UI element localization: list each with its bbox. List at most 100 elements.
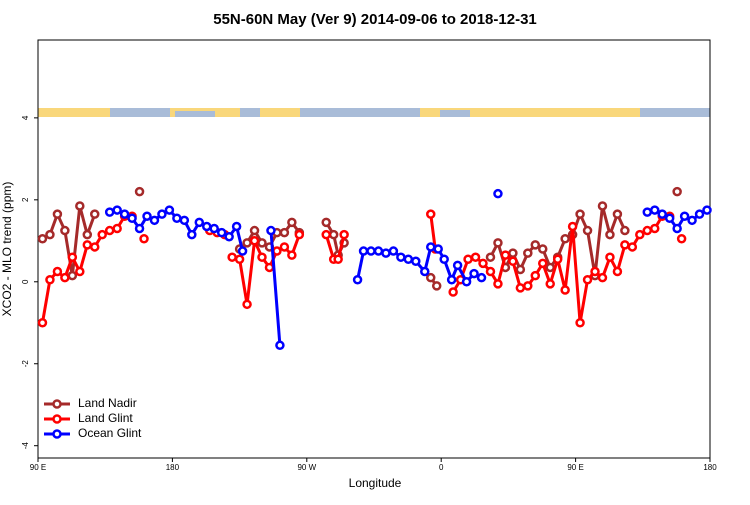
data-point [411, 256, 421, 267]
data-point [463, 254, 473, 264]
data-point [403, 254, 414, 264]
data-point [582, 225, 593, 236]
data-point [612, 209, 623, 219]
data-point [452, 260, 463, 271]
data-point [508, 248, 518, 258]
data-point [620, 240, 630, 250]
data-point [187, 229, 197, 240]
y-tick-label: 0 [21, 279, 30, 284]
y-tick-label: -2 [21, 360, 30, 368]
data-point [381, 248, 391, 258]
y-tick-label: 2 [21, 197, 30, 202]
legend-label: Land Glint [78, 411, 133, 425]
data-point [333, 254, 343, 264]
data-point [567, 221, 578, 232]
data-point [97, 229, 107, 240]
data-point [388, 246, 399, 256]
legend-marker [52, 429, 62, 439]
x-tick-label: 180 [166, 463, 180, 472]
data-point [433, 244, 443, 254]
data-point [431, 281, 442, 291]
data-point [446, 274, 457, 285]
data-point [142, 211, 152, 221]
data-point [104, 207, 115, 217]
data-point [242, 238, 252, 248]
data-point [500, 250, 511, 260]
series-line [109, 208, 708, 346]
data-point [530, 270, 541, 281]
data-point [60, 225, 70, 236]
data-point [227, 252, 237, 262]
data-point [75, 266, 85, 277]
data-point [425, 272, 436, 283]
data-point [476, 272, 487, 283]
data-point [264, 262, 275, 273]
data-point [605, 229, 615, 240]
data-point [485, 266, 496, 277]
data-point [172, 213, 182, 224]
data-point [672, 186, 682, 197]
data-point [560, 234, 570, 244]
data-point [687, 215, 697, 226]
data-point [358, 246, 369, 256]
data-point [257, 252, 267, 262]
data-point [469, 268, 479, 279]
data-point [75, 201, 85, 211]
data-point [605, 252, 615, 262]
data-point [164, 205, 175, 215]
data-point [582, 274, 593, 285]
data-point [694, 209, 705, 219]
data-point [104, 225, 115, 236]
data-point [590, 266, 600, 277]
data-point [425, 209, 436, 219]
data-point [294, 229, 305, 240]
data-point [216, 227, 227, 238]
data-point [493, 188, 503, 199]
x-axis-label: Longitude [349, 476, 402, 490]
chart-title: 55N-60N May (Ver 9) 2014-09-06 to 2018-1… [213, 11, 537, 28]
data-point [461, 277, 472, 287]
data-point [425, 242, 436, 252]
data-point [664, 213, 675, 224]
data-point [287, 250, 297, 260]
data-point [266, 225, 276, 236]
data-point [366, 246, 376, 256]
data-point [89, 209, 100, 219]
data-point [470, 252, 481, 262]
data-point [127, 213, 137, 224]
data-point [37, 234, 48, 244]
data-point [279, 242, 290, 252]
data-point [537, 258, 548, 269]
data-point [672, 223, 682, 234]
legend-marker [52, 414, 62, 424]
data-point [560, 285, 570, 295]
data-point [321, 217, 331, 228]
data-point [396, 252, 406, 262]
data-point [157, 209, 167, 219]
data-point [545, 262, 555, 273]
data-point [649, 205, 660, 215]
data-point [52, 209, 63, 219]
data-point [37, 318, 48, 328]
data-point [112, 223, 122, 234]
data-point [575, 318, 585, 328]
data-point [523, 248, 533, 258]
data-point [119, 209, 130, 219]
data-point [620, 225, 630, 236]
data-point [67, 270, 78, 281]
data-point [523, 281, 533, 291]
x-tick-label: 90 E [30, 463, 46, 472]
data-point [420, 266, 430, 277]
data-point [597, 201, 608, 211]
data-point [545, 279, 555, 289]
data-point [179, 215, 190, 226]
data-point [224, 231, 234, 242]
x-tick-label: 180 [703, 463, 717, 472]
data-point [676, 234, 687, 244]
data-point [112, 205, 122, 215]
data-point [209, 223, 219, 234]
data-point [627, 242, 638, 252]
data-point [249, 236, 260, 246]
